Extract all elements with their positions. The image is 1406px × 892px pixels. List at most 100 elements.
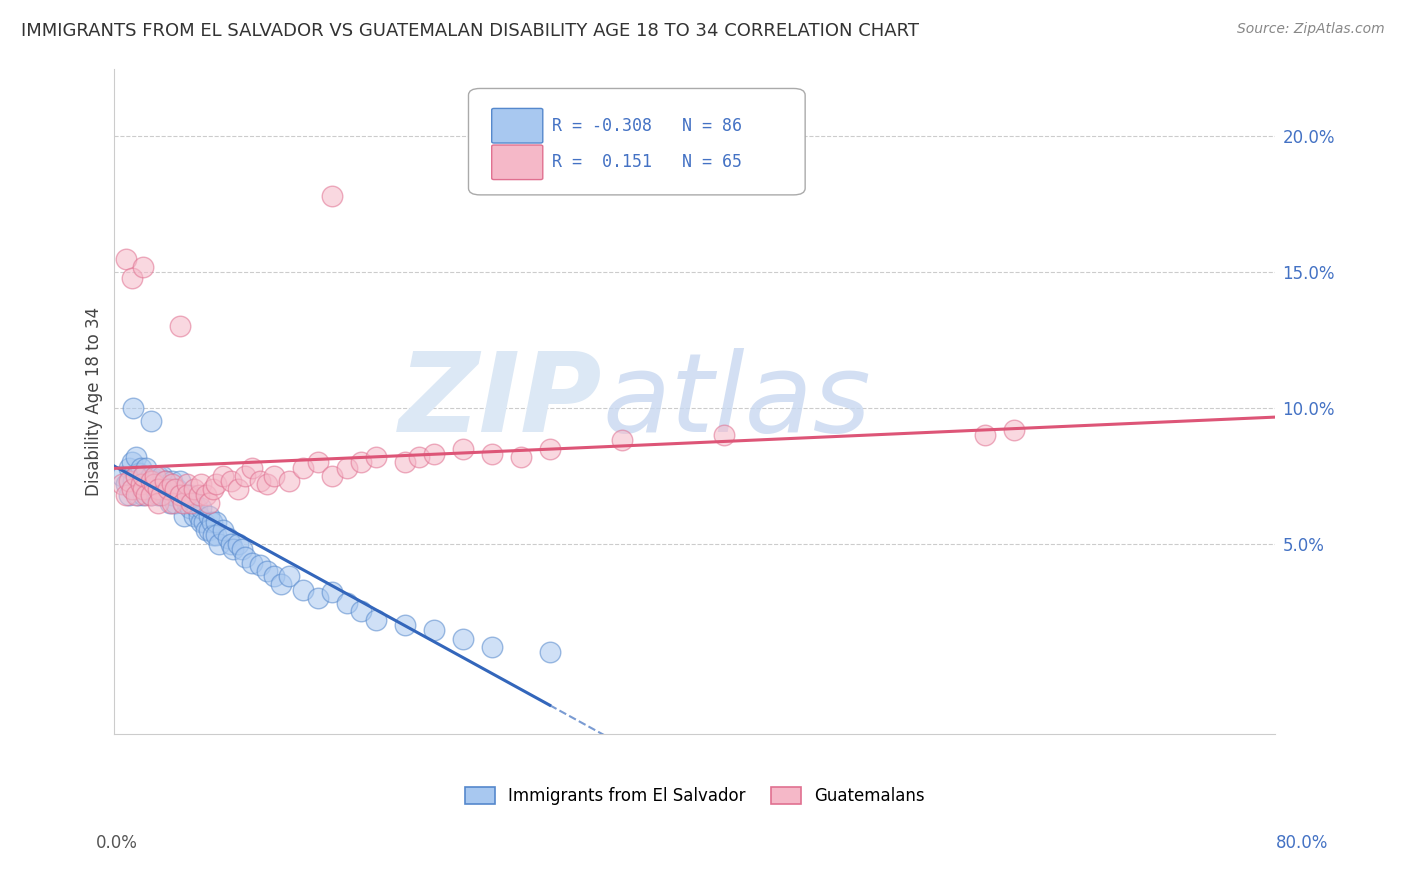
Point: [146, 496, 169, 510]
Point: [233, 550, 256, 565]
Point: [125, 488, 148, 502]
Y-axis label: Disability Age 18 to 34: Disability Age 18 to 34: [86, 307, 103, 496]
Point: [256, 564, 278, 578]
Point: [422, 447, 444, 461]
Point: [118, 488, 141, 502]
Point: [128, 466, 150, 480]
FancyBboxPatch shape: [468, 88, 806, 194]
Point: [146, 488, 169, 502]
Point: [143, 468, 166, 483]
Point: [153, 474, 176, 488]
Point: [208, 536, 231, 550]
Point: [226, 483, 249, 497]
Text: 0.0%: 0.0%: [96, 834, 138, 852]
Point: [183, 509, 205, 524]
Point: [394, 455, 416, 469]
Point: [183, 483, 205, 497]
Point: [249, 474, 271, 488]
Point: [233, 468, 256, 483]
Point: [166, 483, 188, 497]
Point: [197, 509, 219, 524]
Point: [169, 474, 191, 488]
Point: [292, 460, 315, 475]
Point: [509, 450, 531, 464]
Point: [350, 604, 373, 618]
Point: [150, 468, 173, 483]
Point: [142, 474, 165, 488]
Point: [132, 483, 155, 497]
Point: [190, 501, 212, 516]
Point: [219, 536, 242, 550]
Point: [139, 488, 162, 502]
Point: [153, 474, 176, 488]
Point: [183, 496, 205, 510]
Point: [159, 496, 181, 510]
Point: [169, 488, 191, 502]
Point: [159, 483, 181, 497]
Text: ZIP: ZIP: [398, 348, 602, 455]
Point: [149, 483, 172, 497]
Point: [321, 468, 343, 483]
Point: [115, 476, 138, 491]
Point: [205, 515, 228, 529]
Point: [364, 450, 387, 464]
Point: [974, 428, 997, 442]
Point: [194, 523, 217, 537]
Point: [190, 476, 212, 491]
Point: [162, 496, 184, 510]
Point: [277, 569, 299, 583]
Point: [231, 541, 253, 556]
Text: R = -0.308   N = 86: R = -0.308 N = 86: [553, 117, 742, 135]
Point: [136, 483, 159, 497]
Point: [176, 476, 198, 491]
Point: [336, 460, 359, 475]
Point: [146, 476, 169, 491]
Point: [135, 460, 157, 475]
Point: [321, 585, 343, 599]
Point: [165, 483, 187, 497]
Point: [263, 468, 285, 483]
Point: [139, 476, 162, 491]
Point: [180, 488, 202, 502]
Point: [240, 556, 263, 570]
Point: [422, 624, 444, 638]
Point: [111, 476, 134, 491]
Point: [205, 528, 228, 542]
Point: [139, 468, 162, 483]
Point: [394, 618, 416, 632]
Point: [127, 488, 149, 502]
Point: [121, 455, 143, 469]
Point: [143, 483, 166, 497]
Point: [176, 488, 198, 502]
Point: [122, 474, 145, 488]
Point: [263, 569, 285, 583]
Point: [256, 476, 278, 491]
Point: [118, 460, 141, 475]
Point: [187, 509, 209, 524]
Point: [186, 501, 208, 516]
Point: [713, 428, 735, 442]
Point: [222, 541, 245, 556]
Point: [179, 501, 201, 516]
Point: [149, 488, 172, 502]
Point: [115, 488, 138, 502]
Legend: Immigrants from El Salvador, Guatemalans: Immigrants from El Salvador, Guatemalans: [458, 780, 931, 812]
Point: [125, 468, 148, 483]
Point: [451, 632, 474, 646]
Point: [121, 270, 143, 285]
Point: [193, 515, 215, 529]
Point: [270, 577, 292, 591]
Text: R =  0.151   N = 65: R = 0.151 N = 65: [553, 153, 742, 171]
Point: [321, 189, 343, 203]
Point: [307, 455, 329, 469]
Point: [132, 476, 155, 491]
Point: [122, 401, 145, 415]
Point: [162, 474, 184, 488]
Point: [249, 558, 271, 573]
Point: [350, 455, 373, 469]
Point: [408, 450, 430, 464]
Text: atlas: atlas: [602, 348, 870, 455]
Point: [212, 468, 235, 483]
Point: [165, 496, 187, 510]
Point: [121, 483, 143, 497]
